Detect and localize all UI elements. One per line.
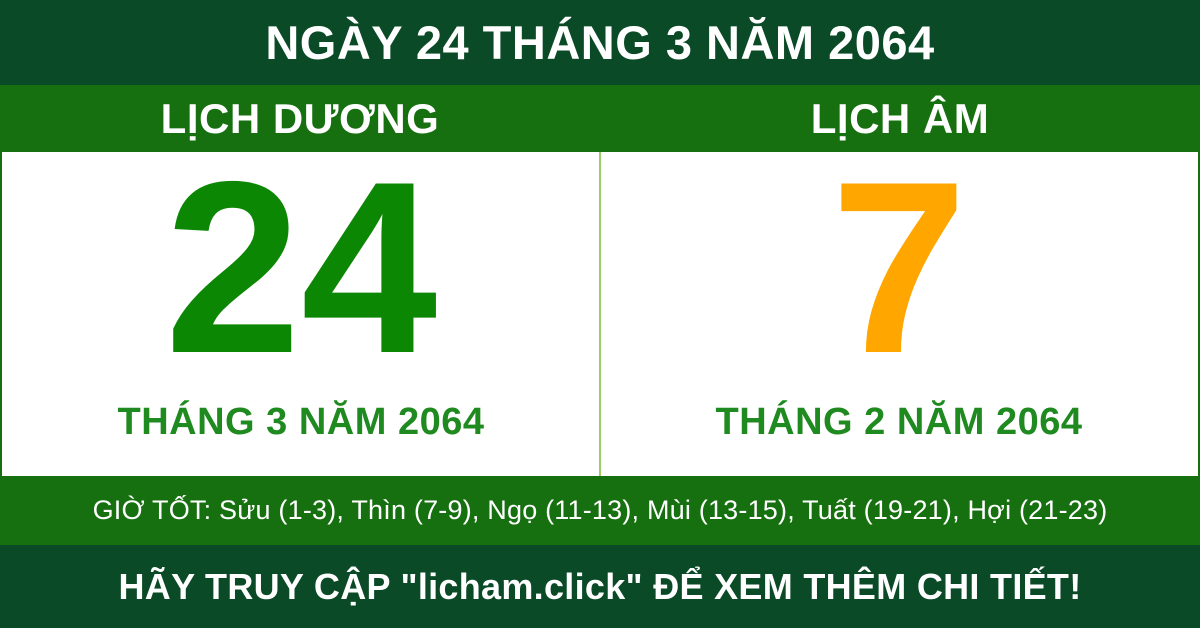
calendar-body: 24 THÁNG 3 NĂM 2064 7 THÁNG 2 NĂM 2064	[0, 130, 1200, 476]
footer-cta-text: HÃY TRUY CẬP "licham.click" ĐỂ XEM THÊM …	[118, 565, 1082, 607]
good-hours-text: GIỜ TỐT: Sửu (1-3), Thìn (7-9), Ngọ (11-…	[92, 495, 1108, 525]
date-banner: NGÀY 24 THÁNG 3 NĂM 2064	[0, 0, 1200, 85]
lunar-day-column: 7 THÁNG 2 NĂM 2064	[600, 130, 1198, 476]
column-divider	[599, 152, 601, 476]
solar-day-column: 24 THÁNG 3 NĂM 2064	[2, 130, 600, 476]
good-hours-bar: GIỜ TỐT: Sửu (1-3), Thìn (7-9), Ngọ (11-…	[0, 476, 1200, 545]
footer-banner: HÃY TRUY CẬP "licham.click" ĐỂ XEM THÊM …	[0, 545, 1200, 628]
lunar-month-label: THÁNG 2 NĂM 2064	[715, 401, 1083, 443]
date-title: NGÀY 24 THÁNG 3 NĂM 2064	[265, 16, 935, 69]
calendar-headers-bar: LỊCH DƯƠNG LỊCH ÂM	[0, 85, 1200, 152]
solar-day-number: 24	[164, 130, 438, 404]
lunar-day-number: 7	[830, 130, 968, 404]
solar-calendar-header: LỊCH DƯƠNG	[160, 94, 440, 142]
solar-month-label: THÁNG 3 NĂM 2064	[117, 401, 485, 443]
lunar-calendar-header: LỊCH ÂM	[810, 94, 990, 142]
